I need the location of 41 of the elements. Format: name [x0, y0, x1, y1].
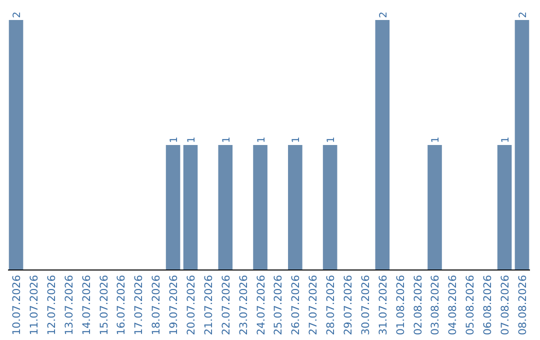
data-label: 1 — [430, 136, 442, 143]
x-tick-label: 31.07.2026 — [377, 274, 390, 336]
data-label: 2 — [518, 12, 529, 18]
x-tick-label: 03.08.2026 — [430, 274, 442, 336]
x-tick-label: 16.07.2026 — [116, 274, 128, 336]
x-tick-label: 24.07.2026 — [255, 274, 268, 336]
data-label: 1 — [500, 136, 512, 143]
data-label: 1 — [256, 136, 268, 143]
x-tick-label: 10.07.2026 — [11, 274, 24, 336]
x-tick-label: 15.07.2026 — [98, 274, 110, 336]
x-tick-label: 26.07.2026 — [290, 274, 302, 336]
x-tick-label: 18.07.2026 — [150, 274, 163, 336]
x-tick-label: 20.07.2026 — [185, 274, 198, 336]
data-label: 2 — [12, 12, 24, 18]
x-tick-label: 21.07.2026 — [202, 274, 215, 336]
x-tick-label: 22.07.2026 — [220, 274, 232, 336]
data-label: 1 — [291, 136, 302, 143]
x-tick-label: 12.07.2026 — [46, 274, 58, 336]
x-tick-label: 27.07.2026 — [308, 274, 320, 336]
x-tick-label: 28.07.2026 — [325, 274, 338, 336]
x-tick-label: 11.07.2026 — [28, 274, 40, 336]
x-tick-label: 08.08.2026 — [516, 274, 529, 336]
data-label: 1 — [169, 136, 180, 143]
data-label: 1 — [326, 136, 338, 143]
x-tick-label: 01.08.2026 — [394, 274, 407, 336]
x-tick-label: 05.08.2026 — [464, 274, 477, 336]
data-label: 1 — [186, 136, 198, 143]
data-label: 2 — [378, 12, 390, 18]
x-tick-label: 19.07.2026 — [168, 274, 180, 336]
x-tick-label: 25.07.2026 — [272, 274, 285, 336]
x-tick-label: 06.08.2026 — [482, 274, 494, 336]
x-tick-label: 14.07.2026 — [80, 274, 93, 336]
x-tick-label: 07.08.2026 — [500, 274, 512, 336]
x-tick-label: 13.07.2026 — [63, 274, 76, 336]
x-tick-label: 04.08.2026 — [447, 274, 460, 336]
x-tick-label: 17.07.2026 — [133, 274, 146, 336]
x-tick-label: 30.07.2026 — [360, 274, 372, 336]
data-label: 1 — [221, 136, 232, 143]
x-tick-label: 02.08.2026 — [412, 274, 424, 336]
x-tick-label: 29.07.2026 — [342, 274, 355, 336]
x-tick-label: 23.07.2026 — [238, 274, 250, 336]
